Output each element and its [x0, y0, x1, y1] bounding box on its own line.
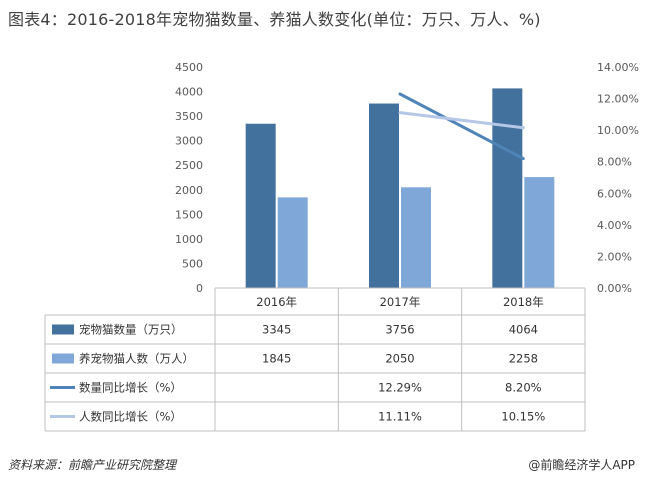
right-tick-label: 10.00%	[597, 124, 639, 137]
right-tick-label: 14.00%	[597, 61, 639, 74]
data-label: 8.20%	[505, 381, 542, 395]
left-tick-label: 3500	[175, 110, 203, 123]
bar-series	[245, 88, 555, 289]
left-tick-label: 2000	[175, 184, 203, 197]
left-tick-label: 500	[182, 257, 203, 270]
left-tick-label: 1000	[175, 233, 203, 246]
right-tick-label: 4.00%	[597, 219, 632, 232]
category-label: 2018年	[503, 295, 544, 309]
series-line	[398, 111, 525, 130]
bar	[277, 197, 308, 288]
right-tick-label: 12.00%	[597, 93, 639, 106]
data-label: 12.29%	[378, 381, 422, 395]
bar	[524, 177, 555, 288]
line-series	[398, 92, 525, 161]
bar	[245, 123, 276, 289]
category-label: 2017年	[380, 295, 421, 309]
series-name: 数量同比增长（%）	[79, 381, 182, 395]
left-tick-label: 0	[196, 282, 203, 295]
series-line	[398, 92, 525, 161]
data-label: 10.15%	[501, 410, 545, 424]
chart-title: 图表4：2016-2018年宠物猫数量、养猫人数变化(单位：万只、万人、%)	[8, 10, 541, 29]
bar	[492, 88, 523, 288]
right-tick-label: 6.00%	[597, 187, 632, 200]
credit-note: @前瞻经济学人APP	[528, 458, 635, 472]
left-tick-label: 4500	[175, 61, 203, 74]
data-label: 1845	[262, 352, 291, 366]
data-label: 3345	[262, 323, 291, 337]
data-label: 11.11%	[378, 410, 422, 424]
left-axis: 0 500 1000 1500 2000 2500 3000 3500 4000 4500	[175, 61, 203, 295]
left-tick-label: 3000	[175, 135, 203, 148]
right-tick-label: 8.00%	[597, 156, 632, 169]
left-tick-label: 2500	[175, 159, 203, 172]
category-label: 2016年	[256, 295, 297, 309]
data-label: 2050	[385, 352, 414, 366]
series-name: 养宠物猫人数（万人）	[79, 352, 194, 366]
bar	[369, 103, 399, 288]
series-name: 宠物猫数量（万只）	[79, 323, 183, 337]
source-note: 资料来源：前瞻产业研究院整理	[8, 458, 177, 472]
data-table: 2016年 2017年 2018年宠物猫数量（万只） 3345 3756 4064 养宠物猫…	[44, 287, 586, 432]
data-label: 2258	[509, 352, 538, 366]
series-name: 人数同比增长（%）	[79, 410, 182, 424]
right-tick-label: 0.00%	[597, 282, 632, 295]
right-axis: 0.00% 2.00% 4.00% 6.00% 8.00% 10.00% 12.00% 14.…	[597, 61, 639, 295]
legend-swatch	[52, 353, 74, 364]
bar	[401, 187, 431, 288]
left-tick-label: 4000	[175, 86, 203, 99]
legend-swatch	[52, 324, 74, 335]
data-label: 3756	[385, 323, 414, 337]
right-tick-label: 2.00%	[597, 250, 632, 263]
data-label: 4064	[509, 323, 538, 337]
left-tick-label: 1500	[175, 208, 203, 221]
